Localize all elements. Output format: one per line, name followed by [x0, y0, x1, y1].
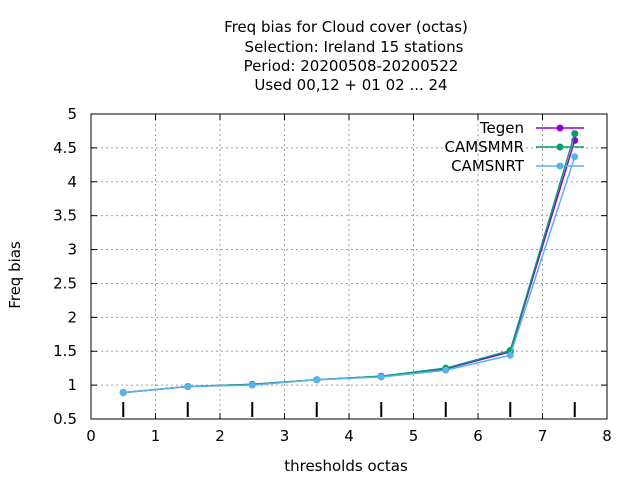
x-tick-label-5: 5	[409, 427, 419, 445]
point-camsnrt-4	[377, 373, 385, 381]
title-line-4: Used 00,12 + 01 02 ... 24	[254, 76, 447, 94]
y-axis-label: Freq bias	[6, 241, 24, 309]
series-layer	[119, 130, 579, 397]
legend-marker-camsnrt	[556, 162, 564, 170]
point-camsnrt-6	[506, 351, 514, 359]
title-line-2: Selection: Ireland 15 stations	[245, 38, 464, 56]
y-tick-label-0: 0.5	[53, 410, 77, 428]
point-camsnrt-3	[313, 376, 321, 384]
grid	[91, 114, 607, 419]
x-tick-label-2: 2	[215, 427, 225, 445]
point-camsnrt-0	[119, 389, 127, 397]
point-camsnrt-7	[571, 153, 579, 161]
x-tick-label-1: 1	[151, 427, 161, 445]
point-camsnrt-2	[248, 381, 256, 389]
x-tick-label-7: 7	[538, 427, 548, 445]
plot-frame	[90, 113, 608, 420]
axis-ticks: 0 1 2 3 4 5 6 7 8 0.5 1 1.5 2 2.5 3 3.5 4 4.5 5	[53, 105, 612, 445]
point-camsmmr-7	[571, 130, 579, 138]
y-tick-label-4: 2.5	[53, 274, 77, 292]
x-tick-label-8: 8	[602, 427, 612, 445]
y-tick-label-7: 4	[67, 173, 77, 191]
point-camsnrt-1	[184, 382, 192, 390]
x-tick-label-4: 4	[344, 427, 354, 445]
legend-label-camsnrt: CAMSNRT	[451, 157, 525, 175]
title-line-1: Freq bias for Cloud cover (octas)	[224, 18, 468, 36]
legend-label-camsmmr: CAMSMMR	[444, 138, 524, 156]
y-tick-label-5: 3	[67, 241, 77, 259]
legend-marker-camsmmr	[556, 143, 564, 151]
point-camsnrt-5	[442, 366, 450, 374]
title-line-3: Period: 20200508-20200522	[244, 57, 459, 75]
legend-label-tegen: Tegen	[479, 119, 524, 137]
y-tick-label-8: 4.5	[53, 139, 77, 157]
y-tick-label-2: 1.5	[53, 342, 77, 360]
y-tick-label-3: 2	[67, 308, 77, 326]
y-tick-label-9: 5	[67, 105, 77, 123]
x-tick-label-0: 0	[86, 427, 96, 445]
x-tick-label-3: 3	[280, 427, 290, 445]
plot-area	[90, 113, 608, 420]
legend-marker-tegen	[556, 124, 564, 132]
x-tick-label-6: 6	[473, 427, 483, 445]
x-axis-label: thresholds octas	[284, 457, 408, 475]
chart-title: Freq bias for Cloud cover (octas) Select…	[224, 18, 468, 94]
series-line-camsnrt	[123, 156, 576, 394]
y-tick-label-1: 1	[67, 376, 77, 394]
y-tick-label-6: 3.5	[53, 207, 77, 225]
